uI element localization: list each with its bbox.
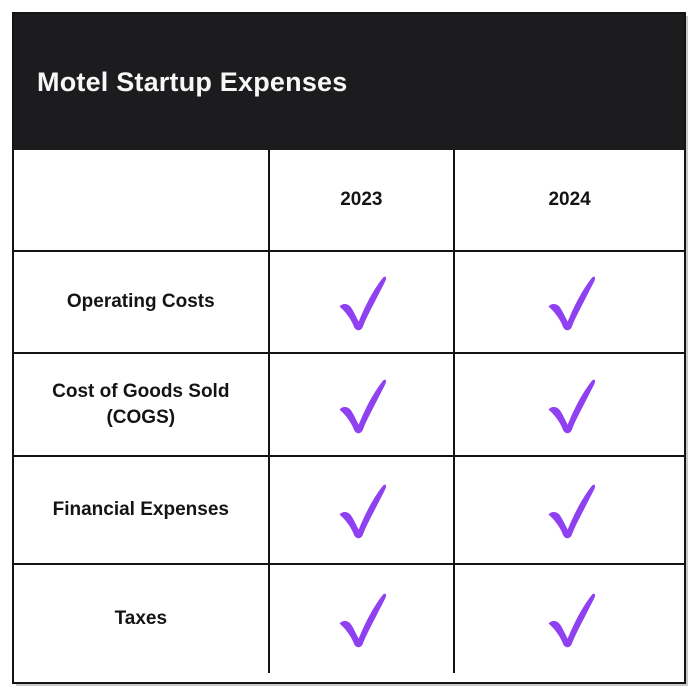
row-label: Cost of Goods Sold (COGS) (52, 380, 230, 428)
expenses-card: Motel Startup Expenses 2023 2024 Operati… (12, 12, 686, 684)
corner-cell (14, 150, 269, 251)
table-row-taxes: Taxes (14, 563, 684, 673)
check-cell-2024 (453, 563, 684, 673)
table-row-operating-costs: Operating Costs (14, 250, 684, 353)
checkmark-icon (339, 593, 387, 648)
expenses-table: 2023 2024 Operating Costs (14, 150, 684, 673)
checkmark-icon (548, 276, 595, 331)
checkmark-icon (548, 593, 595, 648)
column-header-2023: 2023 (267, 150, 455, 251)
row-label-cell: Operating Costs (14, 250, 269, 353)
card-header: Motel Startup Expenses (14, 14, 684, 150)
checkmark-icon (339, 379, 387, 433)
page-title: Motel Startup Expenses (37, 66, 348, 97)
checkmark-icon (339, 276, 387, 331)
checkmark-icon (339, 484, 387, 539)
table-row-financial-expenses: Financial Expenses (14, 455, 684, 564)
table-header-row: 2023 2024 (14, 150, 684, 251)
check-cell-2024 (453, 455, 684, 564)
row-label-cell: Taxes (14, 563, 269, 673)
checkmark-icon (548, 484, 595, 539)
row-label: Taxes (114, 608, 168, 630)
check-cell-2023 (267, 352, 455, 456)
row-label-cell: Financial Expenses (14, 455, 269, 564)
column-header-2024: 2024 (453, 150, 684, 251)
row-label-cell: Cost of Goods Sold (COGS) (14, 352, 269, 456)
row-label: Operating Costs (66, 291, 215, 313)
check-cell-2023 (267, 455, 455, 564)
check-cell-2024 (453, 250, 684, 353)
row-label: Financial Expenses (52, 499, 229, 521)
check-cell-2023 (267, 250, 455, 353)
check-cell-2024 (453, 352, 684, 456)
checkmark-icon (548, 379, 595, 433)
check-cell-2023 (267, 563, 455, 673)
table-row-cogs: Cost of Goods Sold (COGS) (14, 352, 684, 456)
